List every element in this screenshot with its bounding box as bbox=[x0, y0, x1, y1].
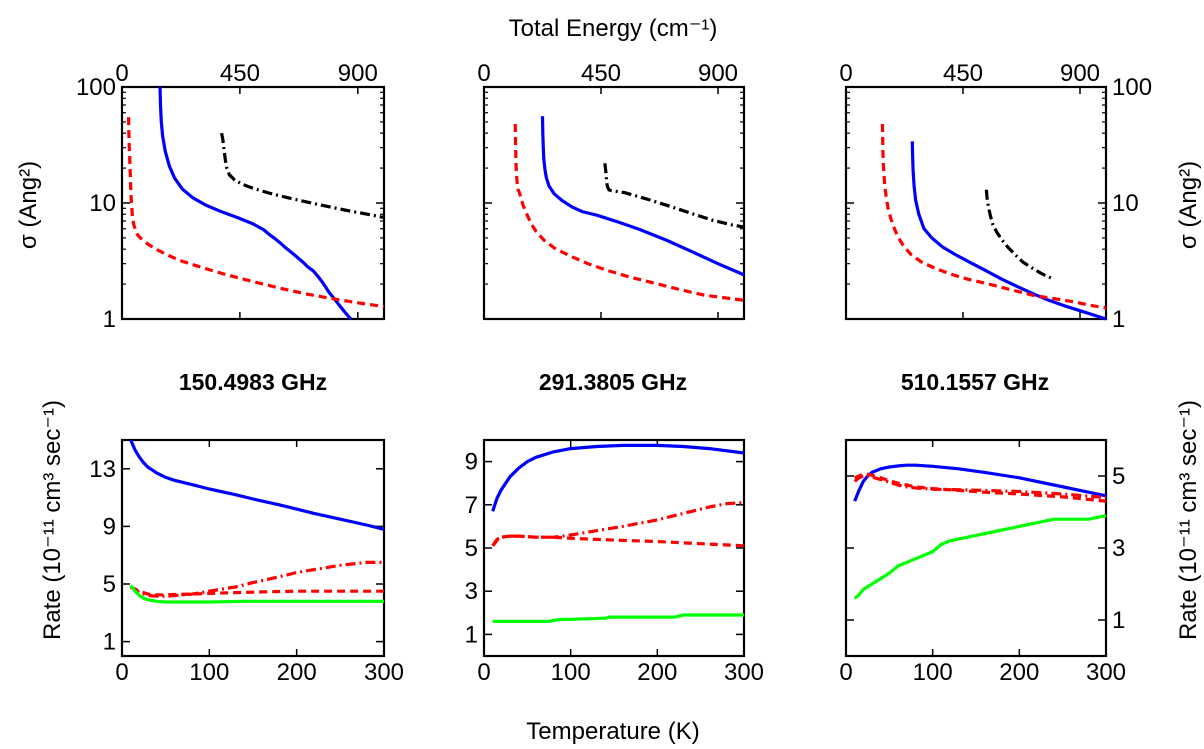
top-xlabel: Total Energy (cm⁻¹) bbox=[509, 15, 718, 42]
x-tick-label: 450 bbox=[943, 60, 983, 87]
x-tick-label: 0 bbox=[477, 659, 490, 686]
y-tick-label: 5 bbox=[1112, 463, 1125, 490]
series-line-2 bbox=[220, 132, 385, 220]
y-tick-label: 1 bbox=[103, 629, 116, 656]
y-tick-label: 100 bbox=[76, 74, 116, 101]
series-line-0 bbox=[853, 463, 1107, 502]
panel-title-1: 150.4983 GHz bbox=[179, 369, 327, 395]
y-tick-label: 3 bbox=[1112, 535, 1125, 562]
x-tick-label: 300 bbox=[364, 659, 404, 686]
y-tick-label: 9 bbox=[103, 513, 116, 540]
x-tick-label: 0 bbox=[477, 60, 490, 87]
x-tick-label: 900 bbox=[698, 60, 738, 87]
series-line-1 bbox=[854, 472, 1107, 503]
panel-bottom-left: 0 100 200 300 1 5 9 13 bbox=[89, 438, 404, 686]
series-line-2 bbox=[129, 560, 384, 598]
panel-top-left: 0 450 900 1 10 100 bbox=[76, 60, 386, 333]
x-tick-label: 900 bbox=[1060, 60, 1100, 87]
y-tick-label: 10 bbox=[1112, 190, 1139, 217]
panel-title-3: 510.1557 GHz bbox=[901, 369, 1049, 395]
y-tick-label: 9 bbox=[465, 449, 478, 476]
y-tick-label: 5 bbox=[465, 535, 478, 562]
y-tick-label: 10 bbox=[89, 190, 116, 217]
series-line-0 bbox=[910, 141, 1107, 321]
panel-top-middle: 0 450 900 bbox=[477, 60, 746, 321]
x-tick-label: 100 bbox=[551, 659, 591, 686]
x-tick-label: 900 bbox=[338, 60, 378, 87]
bottom-ylabel-right: Rate (10⁻¹¹ cm³ sec⁻¹) bbox=[1175, 400, 1202, 640]
y-tick-label: 1 bbox=[1112, 306, 1125, 333]
series-line-2 bbox=[603, 163, 745, 229]
series-line-0 bbox=[129, 439, 385, 531]
series-line-1 bbox=[880, 123, 1107, 310]
panel-bottom-middle: 0 100 200 300 1 3 5 7 9 bbox=[465, 438, 764, 686]
plot-frame bbox=[844, 85, 1108, 321]
x-tick-label: 200 bbox=[277, 659, 317, 686]
y-tick-label: 1 bbox=[103, 306, 116, 333]
series-line-0 bbox=[491, 443, 745, 512]
series-line-3 bbox=[129, 584, 384, 604]
y-tick-label: 100 bbox=[1112, 74, 1152, 101]
series-line-2 bbox=[491, 501, 745, 547]
x-tick-label: 100 bbox=[189, 659, 229, 686]
x-tick-label: 300 bbox=[724, 659, 764, 686]
x-tick-label: 200 bbox=[637, 659, 677, 686]
series-line-3 bbox=[492, 613, 744, 624]
series-line-1 bbox=[129, 585, 384, 597]
y-tick-label: 3 bbox=[465, 578, 478, 605]
series-line-0 bbox=[540, 116, 745, 277]
series-line-2 bbox=[984, 189, 1052, 280]
panel-bottom-right: 0 100 200 300 1 3 5 bbox=[839, 438, 1126, 686]
plot-frame bbox=[482, 438, 746, 658]
y-tick-label: 5 bbox=[103, 571, 116, 598]
x-tick-label: 450 bbox=[220, 60, 260, 87]
panel-top-right: 0 450 900 1 10 100 bbox=[839, 60, 1152, 333]
x-tick-label: 100 bbox=[913, 659, 953, 686]
x-tick-label: 0 bbox=[839, 60, 852, 87]
series-line-1 bbox=[513, 123, 745, 302]
x-tick-label: 200 bbox=[999, 659, 1039, 686]
y-tick-label: 1 bbox=[465, 621, 478, 648]
series-line-3 bbox=[853, 514, 1107, 600]
series-line-1 bbox=[127, 117, 385, 309]
x-tick-label: 450 bbox=[581, 60, 621, 87]
y-tick-label: 13 bbox=[89, 456, 116, 483]
bottom-xlabel: Temperature (K) bbox=[526, 718, 699, 745]
top-ylabel-right: σ (Ang²) bbox=[1175, 161, 1202, 249]
bottom-ylabel-left: Rate (10⁻¹¹ cm³ sec⁻¹) bbox=[39, 400, 66, 640]
plot-frame bbox=[120, 438, 386, 658]
x-tick-label: 0 bbox=[115, 60, 128, 87]
panel-title-2: 291.3805 GHz bbox=[539, 369, 687, 395]
y-tick-label: 7 bbox=[465, 492, 478, 519]
y-tick-label: 1 bbox=[1112, 607, 1125, 634]
x-tick-label: 0 bbox=[839, 659, 852, 686]
series-line-0 bbox=[158, 86, 353, 321]
top-ylabel-left: σ (Ang²) bbox=[15, 161, 42, 249]
x-tick-label: 0 bbox=[115, 659, 128, 686]
x-tick-label: 300 bbox=[1086, 659, 1126, 686]
